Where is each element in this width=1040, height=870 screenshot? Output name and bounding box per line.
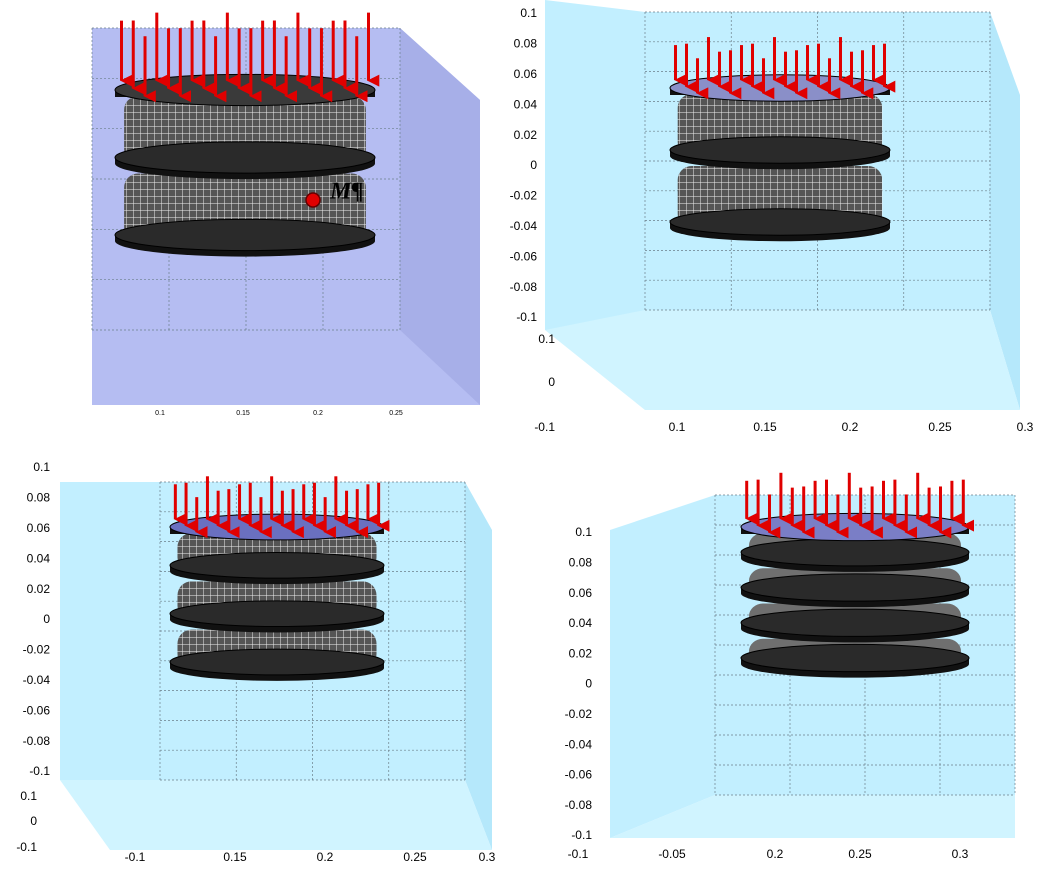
z-tick-label: 0.08 <box>569 555 593 569</box>
y-tick-label: -0.1 <box>16 840 37 854</box>
y-tick-label: 0.1 <box>538 332 555 346</box>
annotation: M¶ <box>329 179 363 205</box>
z-tick-label: 0.04 <box>514 97 538 111</box>
disc-top <box>741 513 969 540</box>
axes-floor <box>545 310 1020 410</box>
z-tick-label: -0.08 <box>510 280 538 294</box>
y-tick-label: 0 <box>548 375 555 389</box>
disc-top <box>670 137 890 163</box>
z-tick-label: -0.02 <box>565 707 593 721</box>
x-tick-label: 0.15 <box>223 850 247 864</box>
z-tick-label: 0.06 <box>569 586 593 600</box>
z-tick-label: 0.1 <box>33 460 50 474</box>
z-tick-label: 0 <box>43 612 50 626</box>
x-tick-label: 0.1 <box>155 410 165 417</box>
z-tick-label: 0.04 <box>27 551 51 565</box>
z-tick-label: -0.06 <box>23 703 51 717</box>
disc-top <box>741 574 969 601</box>
z-tick-label: 0.08 <box>514 37 538 51</box>
figure: M¶ 0.1 0.15 0.2 0.25 0.1 0.08 0.06 0.04 0.02 0 -0.0… <box>0 0 1040 870</box>
x-tick-label: 0.25 <box>928 420 952 434</box>
z-tick-label: -0.02 <box>510 189 538 203</box>
z-tick-label: 0.02 <box>514 128 538 142</box>
x-tick-label: 0.2 <box>842 420 859 434</box>
z-tick-label: 0.1 <box>520 6 537 20</box>
x-tick-label: 0.25 <box>389 410 403 417</box>
disc-top <box>115 142 375 173</box>
z-tick-label: 0.1 <box>575 525 592 539</box>
z-tick-label: -0.1 <box>516 310 537 324</box>
x-tick-label: 0.15 <box>236 410 250 417</box>
x-tick-label: 0.25 <box>848 847 872 861</box>
z-tick-label: 0.04 <box>569 616 593 630</box>
disc-top <box>670 209 890 235</box>
z-tick-label: -0.06 <box>565 768 593 782</box>
disc-top <box>670 75 890 101</box>
z-tick-label: -0.04 <box>23 673 51 687</box>
y-tick-label: 0.1 <box>20 789 37 803</box>
z-tick-label: -0.06 <box>510 249 538 263</box>
z-tick-label: 0.02 <box>27 582 51 596</box>
disc-top <box>170 514 384 540</box>
y-tick-label: -0.1 <box>534 420 555 434</box>
z-tick-label: 0 <box>585 677 592 691</box>
x-tick-label: 0.25 <box>403 850 427 864</box>
x-tick-label: -0.1 <box>125 850 146 864</box>
disc-top <box>741 609 969 636</box>
x-tick-label: 0.2 <box>313 410 323 417</box>
z-tick-label: -0.02 <box>23 643 51 657</box>
axes-side <box>610 495 715 838</box>
x-tick-label: -0.1 <box>568 847 589 861</box>
disc-top <box>170 649 384 675</box>
point-marker <box>306 193 320 207</box>
x-tick-label: 0.3 <box>479 850 496 864</box>
disc-top <box>741 539 969 566</box>
z-tick-label: 0 <box>530 158 537 172</box>
y-tick-label: 0 <box>30 814 37 828</box>
disc-top <box>170 601 384 627</box>
x-tick-label: -0.05 <box>658 847 686 861</box>
disc-top <box>741 644 969 671</box>
z-tick-label: 0.06 <box>27 521 51 535</box>
z-tick-label: -0.08 <box>23 734 51 748</box>
z-tick-label: 0.08 <box>27 491 51 505</box>
z-tick-label: -0.08 <box>565 798 593 812</box>
z-tick-label: 0.02 <box>569 646 593 660</box>
disc-top <box>115 74 375 105</box>
x-tick-label: 0.3 <box>1017 420 1034 434</box>
disc-top <box>170 552 384 578</box>
z-tick-label: -0.1 <box>29 764 50 778</box>
x-tick-label: 0.3 <box>952 847 969 861</box>
disc-top <box>115 219 375 250</box>
x-tick-label: 0.2 <box>767 847 784 861</box>
x-tick-label: 0.15 <box>753 420 777 434</box>
z-tick-label: -0.04 <box>565 737 593 751</box>
z-tick-label: -0.1 <box>571 828 592 842</box>
z-tick-label: 0.06 <box>514 67 538 81</box>
x-tick-label: 0.1 <box>669 420 686 434</box>
axes-plane <box>60 482 160 780</box>
axes-floor <box>60 780 492 850</box>
axes-plane <box>545 0 645 330</box>
x-tick-label: 0.2 <box>317 850 334 864</box>
z-tick-label: -0.04 <box>510 219 538 233</box>
